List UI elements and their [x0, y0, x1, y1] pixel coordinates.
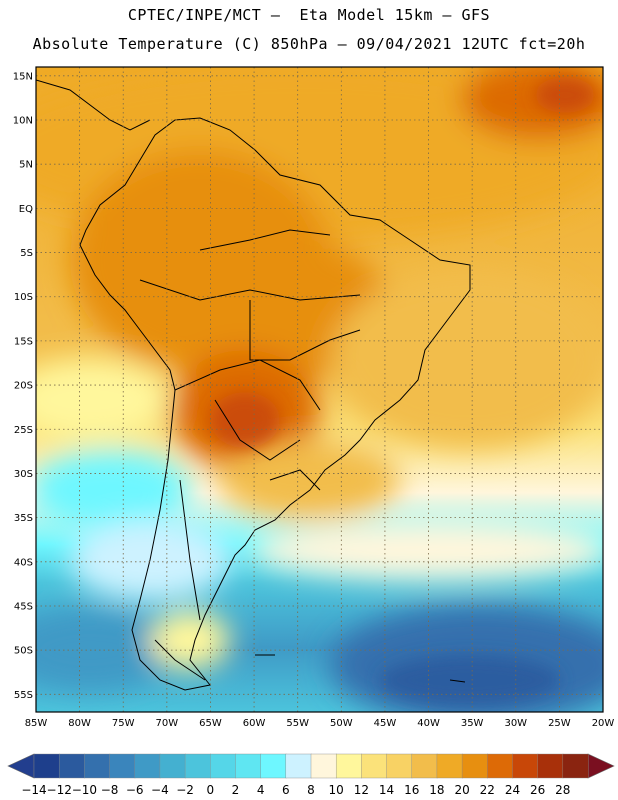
- latitude-label: 35S: [14, 513, 33, 524]
- colorbar-label: 12: [354, 783, 369, 797]
- colorbar-swatch: [436, 753, 463, 779]
- latitude-label: 45S: [14, 601, 33, 612]
- latitude-label: 25S: [14, 425, 33, 436]
- colorbar-swatch: [109, 753, 136, 779]
- colorbar-swatch: [361, 753, 388, 779]
- colorbar-label: −10: [72, 783, 97, 797]
- latitude-label: 15N: [13, 71, 33, 82]
- map-title: CPTEC/INPE/MCT – Eta Model 15km – GFS: [127, 6, 491, 24]
- colorbar-swatch: [386, 753, 413, 779]
- colorbar-label: 24: [505, 783, 520, 797]
- latitude-label: 5N: [19, 160, 33, 171]
- latitude-label: 15S: [14, 336, 33, 347]
- longitude-label: 50W: [330, 718, 353, 729]
- latitude-label: 55S: [14, 690, 33, 701]
- colorbar-label: 20: [454, 783, 469, 797]
- colorbar-label: −12: [47, 783, 72, 797]
- colorbar-label: −6: [126, 783, 144, 797]
- map-subtitle: Absolute Temperature (C) 850hPa – 09/04/…: [32, 35, 586, 53]
- colorbar-swatch: [58, 753, 86, 779]
- colorbar-label: 6: [282, 783, 290, 797]
- colorbar-swatch: [335, 753, 363, 779]
- latitude-labels: 15N 10N 5N EQ 5S 10S 15S 20S 25S 30S 35S 40S 45S 50S 5…: [13, 71, 33, 700]
- colorbar-swatch: [487, 753, 514, 779]
- colorbar-label: 22: [480, 783, 495, 797]
- longitude-label: 65W: [199, 718, 222, 729]
- colorbar-label: −8: [101, 783, 119, 797]
- colorbar-label: 26: [530, 783, 545, 797]
- longitude-labels: 85W 80W 75W 70W 65W 60W 55W 50W 45W 40W 35W 30W 25W 2…: [25, 718, 615, 729]
- colorbar-over-triangle: [587, 753, 615, 779]
- colorbar-swatch: [260, 753, 287, 779]
- colorbar-swatch: [33, 753, 60, 779]
- colorbar-under-triangle: [7, 753, 35, 779]
- longitude-label: 35W: [461, 718, 484, 729]
- colorbar-label: 10: [329, 783, 344, 797]
- colorbar-label: −14: [21, 783, 46, 797]
- colorbar-label: 8: [307, 783, 315, 797]
- colorbar-label: 14: [379, 783, 394, 797]
- longitude-label: 60W: [243, 718, 266, 729]
- colorbar-swatch: [235, 753, 262, 779]
- colorbar-swatch: [411, 753, 438, 779]
- longitude-label: 30W: [504, 718, 527, 729]
- map-frame: [35, 66, 604, 713]
- colorbar-swatch: [562, 753, 589, 779]
- colorbar-swatch: [84, 753, 111, 779]
- latitude-label: 10S: [14, 292, 33, 303]
- colorbar: −14 −12 −10 −8 −6 −4 −2 0 2 4 6 8 10 12 14 16 18 20 22 24 26…: [7, 753, 615, 797]
- longitude-label: 40W: [417, 718, 440, 729]
- coastlines: [36, 79, 471, 691]
- colorbar-label: 0: [206, 783, 214, 797]
- colorbar-swatch: [159, 753, 186, 779]
- latitude-label: 30S: [14, 469, 33, 480]
- colorbar-swatch: [285, 753, 312, 779]
- colorbar-label: −2: [176, 783, 194, 797]
- longitude-label: 20W: [592, 718, 615, 729]
- colorbar-swatch: [184, 753, 211, 779]
- temperature-field: [36, 67, 603, 712]
- longitude-label: 45W: [374, 718, 397, 729]
- lat-lon-grid: [35, 67, 604, 712]
- colorbar-label: 16: [404, 783, 419, 797]
- colorbar-label: 28: [555, 783, 570, 797]
- latitude-label: 50S: [14, 646, 33, 657]
- latitude-label: 5S: [20, 248, 33, 259]
- colorbar-label: 18: [429, 783, 444, 797]
- colorbar-label: 2: [232, 783, 240, 797]
- longitude-label: 55W: [286, 718, 309, 729]
- longitude-label: 70W: [156, 718, 179, 729]
- latitude-label: 10N: [13, 116, 33, 127]
- colorbar-swatch: [310, 753, 337, 779]
- longitude-label: 25W: [548, 718, 571, 729]
- colorbar-swatch: [512, 753, 539, 779]
- latitude-label: 40S: [14, 557, 33, 568]
- colorbar-swatch: [537, 753, 564, 779]
- longitude-label: 85W: [25, 718, 48, 729]
- colorbar-swatch: [134, 753, 161, 779]
- longitude-label: 75W: [112, 718, 135, 729]
- colorbar-swatch: [461, 753, 488, 779]
- latitude-label: 20S: [14, 381, 33, 392]
- latitude-label: EQ: [19, 204, 33, 215]
- colorbar-swatch: [210, 753, 237, 779]
- colorbar-label: −4: [151, 783, 169, 797]
- colorbar-label: 4: [257, 783, 265, 797]
- longitude-label: 80W: [68, 718, 91, 729]
